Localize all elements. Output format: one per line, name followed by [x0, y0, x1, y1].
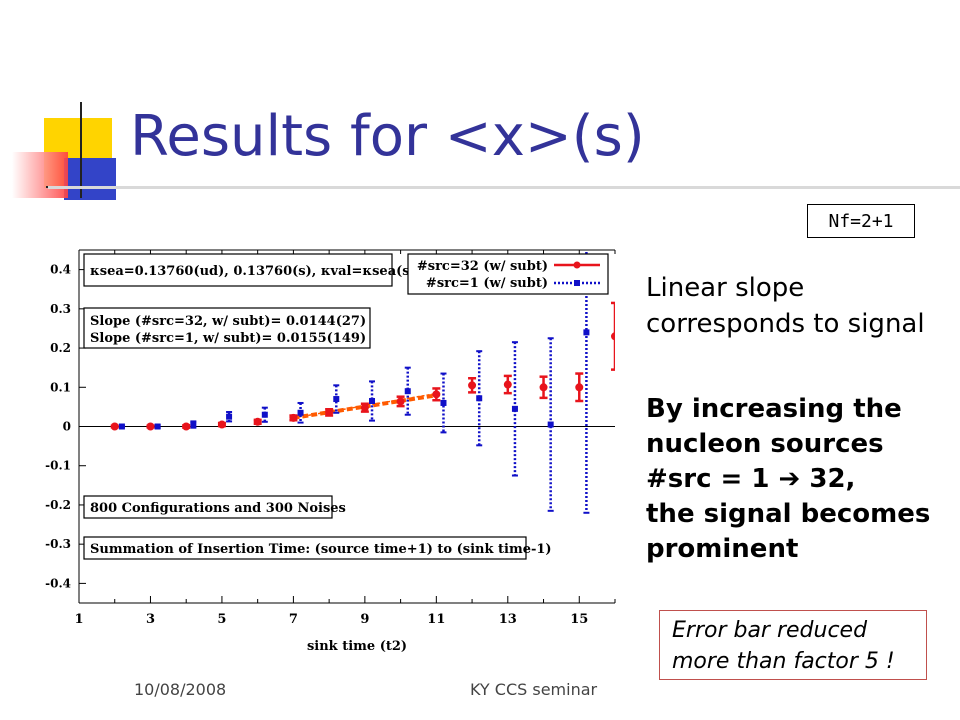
text-line: Linear slope	[646, 273, 805, 303]
summation-annotation: Summation of Insertion Time: (source tim…	[90, 542, 552, 557]
footer-date: 10/08/2008	[134, 680, 227, 699]
legend-label-src1: #src=1 (w/ subt)	[426, 276, 548, 291]
x-tick-label: 11	[427, 612, 445, 627]
x-tick-label: 15	[570, 612, 588, 627]
config-annotation: 800 Configurations and 300 Noises	[90, 501, 346, 516]
text-line: By increasing the	[646, 394, 902, 424]
y-tick-label: -0.1	[45, 459, 71, 473]
src1-point	[511, 405, 518, 412]
slope-src32-annotation: Slope (#src=32, w/ subt)= 0.0144(27)	[90, 314, 366, 329]
x-tick-label: 13	[499, 612, 517, 627]
x-tick-label: 9	[360, 612, 369, 627]
plot-area	[110, 250, 615, 514]
src32-point	[611, 332, 615, 341]
summation-box	[83, 536, 527, 560]
y-tick-label: 0.1	[50, 380, 71, 394]
slope-box	[83, 307, 371, 349]
x-tick-label: 3	[146, 612, 155, 627]
src1-point	[297, 409, 304, 416]
src1-point	[369, 398, 376, 405]
decor-vline	[80, 102, 82, 198]
src32-point	[289, 413, 298, 422]
src1-point	[226, 413, 233, 420]
x-axis-label: sink time (t2)	[307, 639, 407, 654]
src32-point	[360, 403, 369, 412]
y-tick-label: 0	[63, 420, 71, 434]
text-line: #src = 1 ➔ 32,	[646, 464, 856, 494]
src1-point	[547, 421, 554, 428]
src32-point	[110, 422, 119, 431]
kappa-annotation: κsea=0.13760(ud), 0.13760(s), κval=κsea(…	[90, 264, 416, 279]
src32-point	[539, 383, 548, 392]
src1-point	[476, 395, 483, 402]
slide-title: Results for <x>(s)	[130, 104, 645, 169]
src32-point	[575, 383, 584, 392]
src32-point	[396, 397, 405, 406]
kappa-box	[83, 253, 393, 287]
nf-label: Nf=2+1	[807, 204, 915, 238]
src32-point	[146, 422, 155, 431]
y-tick-label: -0.3	[45, 537, 71, 551]
y-tick-label: -0.2	[45, 498, 71, 512]
callout-line: more than factor 5 !	[672, 649, 895, 674]
src1-point	[440, 399, 447, 406]
src32-point	[182, 422, 191, 431]
text-line: corresponds to signal	[646, 309, 925, 339]
src1-point	[404, 388, 411, 395]
src32-point	[468, 381, 477, 390]
y-tick-label: -0.4	[45, 576, 71, 590]
callout-line: Error bar reduced	[672, 618, 868, 643]
y-tick-label: 0.2	[50, 341, 71, 355]
title-rule	[48, 186, 960, 189]
x-tick-label: 7	[289, 612, 298, 627]
src1-point	[118, 423, 125, 430]
footer-center: KY CCS seminar	[470, 680, 598, 699]
slope-src1-annotation: Slope (#src=1, w/ subt)= 0.0155(149)	[90, 331, 366, 346]
src32-point	[432, 390, 441, 399]
legend-box	[407, 253, 609, 295]
config-box	[83, 495, 333, 519]
decor-blue-square	[64, 158, 116, 200]
legend-label-src32: #src=32 (w/ subt)	[417, 259, 548, 274]
y-tick-label: 0.3	[50, 302, 71, 316]
src32-point	[217, 420, 226, 429]
text-line: nucleon sources	[646, 429, 884, 459]
decor-red-square	[12, 152, 68, 198]
src32-point	[325, 408, 334, 417]
text-line: prominent	[646, 534, 799, 564]
text-block-2: By increasing the nucleon sources #src =…	[646, 392, 930, 567]
x-tick-label: 1	[74, 612, 83, 627]
src1-point	[261, 411, 268, 418]
legend-marker-src1	[574, 280, 580, 286]
src32-point	[253, 417, 262, 426]
y-tick-label: 0.4	[50, 263, 71, 277]
legend-marker-src32	[573, 261, 581, 269]
text-line: the signal becomes	[646, 499, 931, 529]
src1-point	[583, 329, 590, 336]
src32-point	[503, 380, 512, 389]
x-tick-label: 5	[217, 612, 226, 627]
text-block-1: Linear slope corresponds to signal	[646, 270, 925, 342]
error-bar-callout: Error bar reduced more than factor 5 !	[659, 610, 927, 680]
src1-point	[333, 396, 340, 403]
src1-point	[154, 423, 161, 430]
src1-point	[190, 421, 197, 428]
